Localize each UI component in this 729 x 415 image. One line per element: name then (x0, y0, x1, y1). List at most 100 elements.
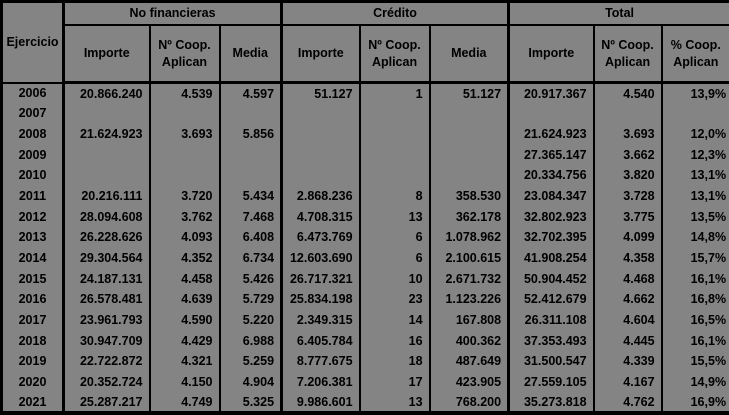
cell-total-importe: 32.802.923 (507, 206, 594, 228)
cell-nf-media: 4.597 (218, 82, 282, 104)
cell-total-pct-coop-aplican: 13,1% (660, 165, 729, 186)
cell-total-pct-coop-aplican: 13,5% (660, 206, 729, 228)
cell-total-pct-coop-aplican: 15,5% (660, 351, 729, 372)
table-row: 2010 20.334.756 3.820 13,1% (2, 165, 729, 186)
cell-credito-importe: 6.405.784 (280, 330, 360, 352)
cell-total-ncoop-aplican (592, 103, 662, 124)
cell-nf-ncoop-aplican: 4.352 (148, 247, 220, 269)
table-row: 2018 30.947.709 4.429 6.988 6.405.784 16 400.3… (2, 330, 729, 352)
cell-year: 2010 (18, 168, 47, 183)
cell-nf-media: 6.988 (218, 330, 282, 352)
cell-total-importe: 52.412.679 (507, 289, 594, 310)
cell-credito-importe (280, 123, 360, 145)
cell-nf-ncoop-aplican: 3.762 (148, 206, 220, 228)
cell-nf-media (218, 103, 282, 124)
table-row: 2006 20.866.240 4.539 4.597 51.127 1 51.127 20.… (2, 82, 729, 104)
header-credito-importe: Importe (280, 25, 360, 84)
cell-credito-media (428, 123, 509, 145)
cell-credito-media (428, 144, 509, 166)
cell-nf-media: 5.729 (218, 289, 282, 310)
table-row: 2016 26.578.481 4.639 5.729 25.834.198 23 1.12… (2, 289, 729, 310)
cell-nf-importe: 25.287.217 (62, 392, 150, 413)
cell-total-ncoop-aplican: 4.604 (592, 309, 662, 331)
cell-credito-media: 487.649 (428, 351, 509, 372)
cell-credito-importe: 6.473.769 (280, 227, 360, 248)
cell-year: 2017 (18, 313, 47, 328)
cell-nf-ncoop-aplican: 4.093 (148, 227, 220, 248)
cell-total-importe: 23.084.347 (507, 185, 594, 207)
cell-nf-media: 5.259 (218, 351, 282, 372)
cell-total-importe: 27.365.147 (507, 144, 594, 166)
cell-nf-media: 5.220 (218, 309, 282, 331)
cell-total-pct-coop-aplican: 13,1% (660, 185, 729, 207)
cell-nf-importe: 23.961.793 (62, 309, 150, 331)
cell-total-pct-coop-aplican: 16,5% (660, 309, 729, 331)
cell-nf-ncoop-aplican: 4.429 (148, 330, 220, 352)
cell-total-importe (507, 103, 594, 124)
cell-nf-importe (62, 144, 150, 166)
table-header: Ejercicio No financieras Crédito Total I… (1, 1, 729, 84)
cell-credito-importe: 8.777.675 (280, 351, 360, 372)
header-nf-media: Media (218, 25, 282, 84)
cell-year: 2008 (18, 127, 47, 142)
cell-nf-importe: 20.352.724 (62, 371, 150, 393)
cell-total-importe: 26.311.108 (507, 309, 594, 331)
table-row: 2021 25.287.217 4.749 5.325 9.986.601 13 768.2… (2, 392, 729, 413)
table-row: 2015 24.187.131 4.458 5.426 26.717.321 10 2.67… (2, 268, 729, 290)
cell-credito-importe (280, 165, 360, 186)
cell-credito-importe: 4.708.315 (280, 206, 360, 228)
cell-total-pct-coop-aplican: 13,9% (660, 82, 729, 104)
cell-credito-ncoop-aplican (358, 103, 430, 124)
header-credito-ncoop-aplican: Nº Coop. Aplican (358, 25, 430, 84)
cell-nf-importe: 24.187.131 (62, 268, 150, 290)
table-row: 2008 21.624.923 3.693 5.856 21.624.923 3.693 1… (2, 123, 729, 145)
cell-credito-ncoop-aplican: 6 (358, 227, 430, 248)
header-total-pct-coop-aplican: % Coop. Aplican (660, 25, 729, 84)
cell-credito-importe: 51.127 (280, 82, 360, 104)
cell-credito-importe (280, 144, 360, 166)
cell-nf-importe (62, 103, 150, 124)
group-header-row: Ejercicio No financieras Crédito Total (1, 1, 729, 84)
cell-credito-media (428, 165, 509, 186)
cell-total-ncoop-aplican: 4.540 (592, 82, 662, 104)
header-nf-importe: Importe (62, 25, 150, 84)
cell-credito-media: 400.362 (428, 330, 509, 352)
cell-year: 2009 (18, 147, 47, 162)
cell-total-importe: 35.273.818 (507, 392, 594, 413)
cell-credito-ncoop-aplican: 13 (358, 392, 430, 413)
cell-nf-ncoop-aplican (148, 165, 220, 186)
cell-credito-media (428, 103, 509, 124)
table-row: 2009 27.365.147 3.662 12,3% (2, 144, 729, 166)
table-row: 2012 28.094.608 3.762 7.468 4.708.315 13 362.1… (2, 206, 729, 228)
cell-credito-media: 362.178 (428, 206, 509, 228)
cell-total-ncoop-aplican: 4.358 (592, 247, 662, 269)
cell-credito-importe: 2.868.236 (280, 185, 360, 207)
cell-credito-importe: 7.206.381 (280, 371, 360, 393)
cell-year: 2014 (18, 251, 47, 266)
table-row: 2007 (2, 103, 729, 124)
table-row: 2020 20.352.724 4.150 4.904 7.206.381 17 423.9… (2, 371, 729, 393)
cell-credito-media: 2.100.615 (428, 247, 509, 269)
cell-credito-ncoop-aplican: 8 (358, 185, 430, 207)
cell-total-pct-coop-aplican: 16,1% (660, 330, 729, 352)
cell-total-ncoop-aplican: 3.728 (592, 185, 662, 207)
cell-credito-importe: 2.349.315 (280, 309, 360, 331)
cell-year: 2018 (18, 333, 47, 348)
cell-credito-media: 1.123.226 (428, 289, 509, 310)
cell-nf-media: 5.325 (218, 392, 282, 413)
cell-credito-media: 423.905 (428, 371, 509, 393)
cell-nf-ncoop-aplican (148, 144, 220, 166)
cell-nf-importe: 28.094.608 (62, 206, 150, 228)
cell-nf-ncoop-aplican: 4.458 (148, 268, 220, 290)
cell-nf-importe: 29.304.564 (62, 247, 150, 269)
cell-credito-ncoop-aplican (358, 123, 430, 145)
cell-nf-ncoop-aplican: 4.150 (148, 371, 220, 393)
cell-total-ncoop-aplican: 3.820 (592, 165, 662, 186)
cell-total-ncoop-aplican: 4.762 (592, 392, 662, 413)
cell-credito-ncoop-aplican (358, 144, 430, 166)
table-row: 2013 26.228.626 4.093 6.408 6.473.769 6 1.078.… (2, 227, 729, 248)
table-row: 2011 20.216.111 3.720 5.434 2.868.236 8 358.53… (2, 185, 729, 207)
cell-credito-ncoop-aplican: 16 (358, 330, 430, 352)
cell-total-pct-coop-aplican: 16,8% (660, 289, 729, 310)
cell-total-importe: 20.917.367 (507, 82, 594, 104)
